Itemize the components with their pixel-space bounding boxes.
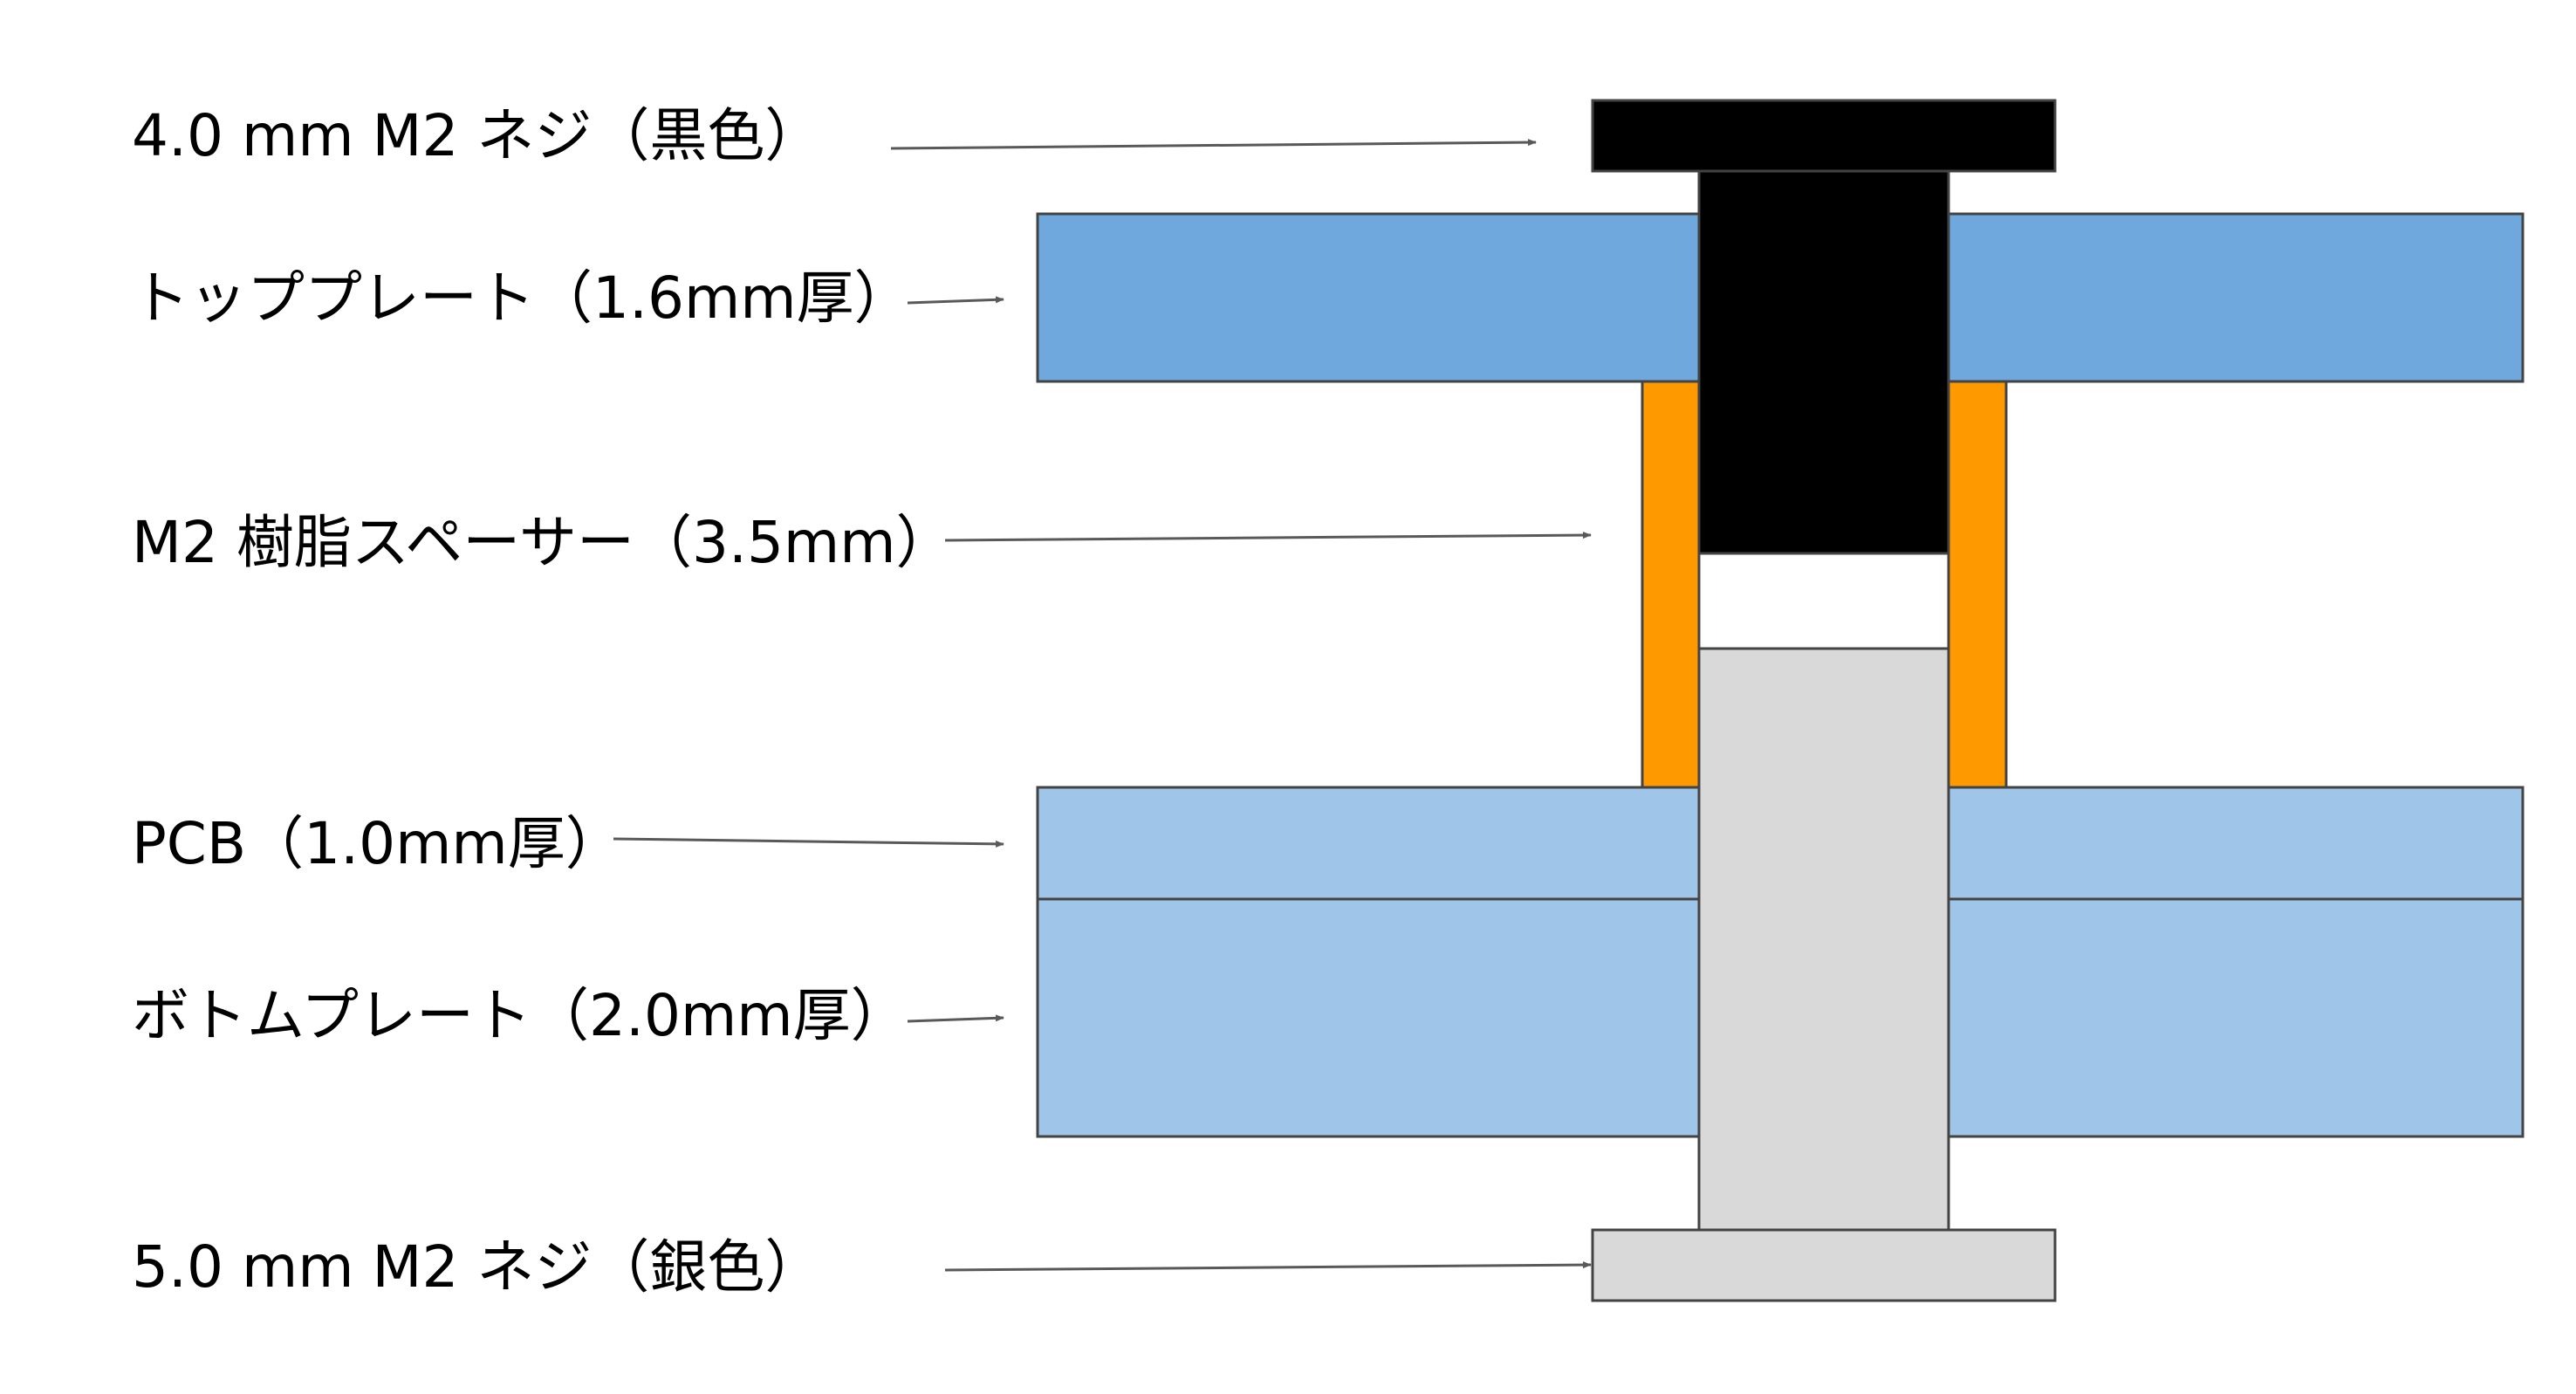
- label-bottom-screw: 5.0 mm M2 ネジ（銀色）: [132, 1233, 823, 1301]
- bottom-screw-head: [1591, 1228, 2057, 1302]
- arrow-bottom-plate: [907, 1014, 1004, 1023]
- arrow-pcb: [613, 837, 1004, 848]
- bottom-screw-shaft: [1697, 647, 1950, 1232]
- arrow-spacer: [944, 532, 1592, 542]
- label-top-screw: 4.0 mm M2 ネジ（黒色）: [132, 102, 823, 169]
- label-top-plate: トッププレート（1.6mm厚）: [132, 264, 912, 332]
- arrow-bottom-screw: [944, 1261, 1592, 1272]
- arrow-top-screw: [890, 139, 1537, 150]
- label-bottom-plate: ボトムプレート（2.0mm厚）: [132, 982, 908, 1049]
- top-screw-head: [1591, 99, 2057, 173]
- arrow-top-plate: [907, 296, 1004, 305]
- label-spacer: M2 樹脂スペーサー（3.5mm）: [132, 509, 954, 576]
- label-pcb: PCB（1.0mm厚）: [132, 810, 623, 877]
- top-screw-shaft: [1697, 169, 1950, 555]
